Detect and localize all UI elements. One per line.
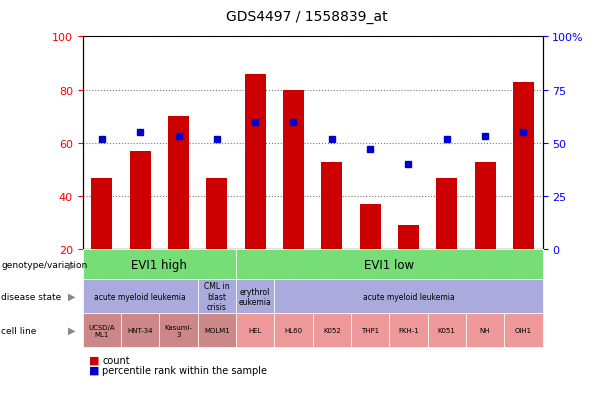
Text: NH: NH: [480, 328, 490, 333]
Text: K052: K052: [323, 328, 341, 333]
Bar: [207, 178, 227, 250]
Text: count: count: [102, 355, 130, 365]
Bar: [398, 226, 419, 250]
Text: K051: K051: [438, 328, 455, 333]
Text: THP1: THP1: [361, 328, 379, 333]
Text: genotype/variation: genotype/variation: [1, 260, 88, 269]
Bar: [168, 117, 189, 250]
Text: UCSD/A
ML1: UCSD/A ML1: [89, 324, 115, 337]
Text: OIH1: OIH1: [515, 328, 532, 333]
Bar: [130, 152, 151, 250]
Text: MOLM1: MOLM1: [204, 328, 230, 333]
Text: HL60: HL60: [284, 328, 303, 333]
Text: ▶: ▶: [68, 325, 75, 335]
Text: Kasumi-
3: Kasumi- 3: [164, 324, 192, 337]
Bar: [360, 205, 381, 250]
Bar: [245, 74, 265, 250]
Text: percentile rank within the sample: percentile rank within the sample: [102, 365, 267, 375]
Text: EVI1 high: EVI1 high: [131, 258, 188, 271]
Text: ▶: ▶: [68, 292, 75, 301]
Text: EVI1 low: EVI1 low: [364, 258, 414, 271]
Text: ▶: ▶: [68, 260, 75, 270]
Text: HNT-34: HNT-34: [128, 328, 153, 333]
Text: acute myeloid leukemia: acute myeloid leukemia: [362, 292, 454, 301]
Bar: [474, 162, 495, 250]
Text: GDS4497 / 1558839_at: GDS4497 / 1558839_at: [226, 10, 387, 24]
Text: FKH-1: FKH-1: [398, 328, 419, 333]
Text: disease state: disease state: [1, 292, 61, 301]
Text: HEL: HEL: [248, 328, 262, 333]
Bar: [321, 162, 342, 250]
Bar: [513, 82, 534, 250]
Text: ■: ■: [89, 355, 99, 365]
Bar: [436, 178, 457, 250]
Text: acute myeloid leukemia: acute myeloid leukemia: [94, 292, 186, 301]
Text: CML in
blast
crisis: CML in blast crisis: [204, 282, 230, 311]
Bar: [91, 178, 112, 250]
Bar: [283, 90, 304, 250]
Text: ■: ■: [89, 365, 99, 375]
Text: erythrol
eukemia: erythrol eukemia: [239, 287, 272, 306]
Text: cell line: cell line: [1, 326, 37, 335]
